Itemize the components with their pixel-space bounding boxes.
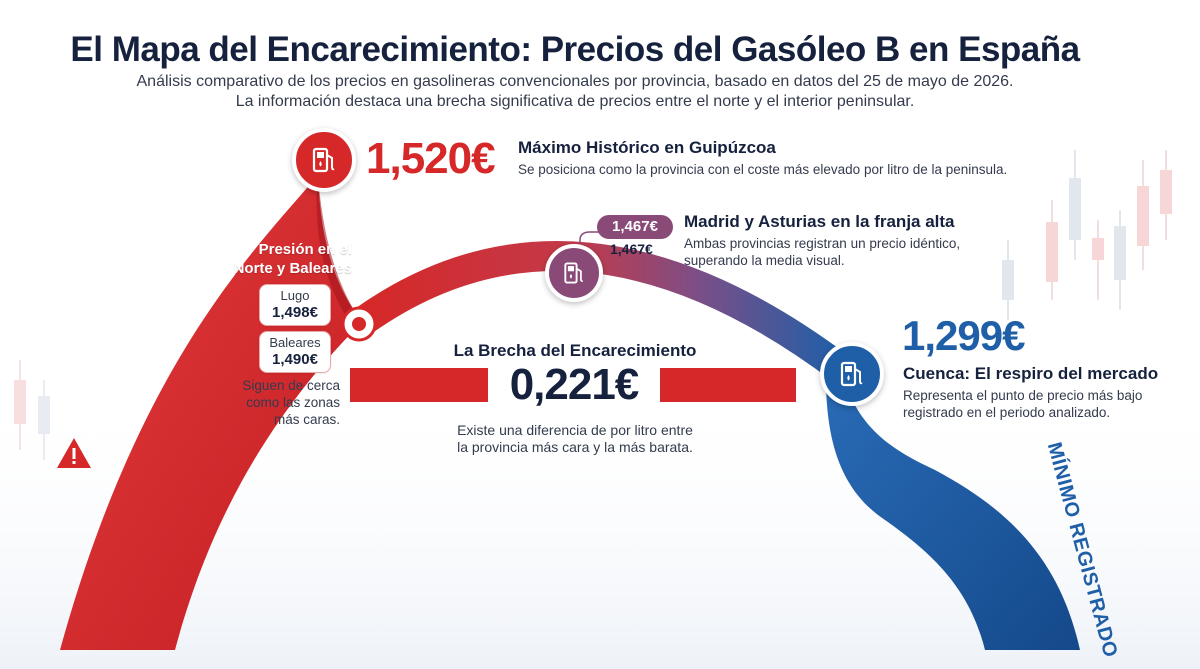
min-description-line-2: registrado en el periodo analizado. — [903, 405, 1111, 420]
min-description-line-1: Representa el punto de precio más bajo — [903, 388, 1143, 403]
mid-description-line-2: superando la media visual. — [684, 253, 845, 268]
max-headline: Máximo Histórico en Guipúzcoa — [518, 138, 776, 157]
north-heading: Presión en el Norte y Baleares — [212, 240, 352, 278]
baleares-name: Baleares — [269, 335, 321, 350]
gap-value: 0,221€ — [509, 360, 640, 409]
min-price: 1,299€ — [902, 312, 1025, 359]
min-description: Representa el punto de precio más bajo r… — [903, 387, 1142, 421]
max-fuel-pump-icon — [292, 128, 356, 192]
lugo-name: Lugo — [280, 288, 310, 303]
candlestick-decoration-left — [14, 360, 50, 460]
mid-description-line-1: Ambas provincias registran un precio idé… — [684, 236, 961, 251]
subtitle-line-2: La información destaca una brecha signif… — [235, 93, 915, 110]
north-heading-line-2: Norte y Baleares — [233, 260, 352, 277]
north-note-line-3: más caras. — [273, 412, 340, 427]
min-headline: Cuenca: El respiro del mercado — [903, 364, 1159, 383]
right-blue-band — [825, 368, 1080, 650]
warning-icon — [57, 438, 91, 468]
gap-bar-left — [350, 368, 488, 402]
north-note: Siguen de cerca como las zonas más caras… — [212, 377, 340, 428]
subtitle-line-1: Análisis comparativo de los precios en g… — [136, 73, 1014, 90]
mid-fuel-pump-icon — [545, 244, 603, 302]
fuel-pump-icon — [564, 262, 584, 284]
page-subtitle: Análisis comparativo de los precios en g… — [0, 72, 1150, 112]
lugo-pill: Lugo 1,498€ — [259, 284, 331, 326]
max-description: Se posiciona como la provincia con el co… — [518, 162, 1008, 177]
lugo-price: 1,498€ — [272, 304, 318, 321]
gap-bar-right — [660, 368, 796, 402]
max-price: 1,520€ — [366, 134, 496, 183]
north-note-line-1: Siguen de cerca — [242, 378, 340, 393]
page-title: El Mapa del Encarecimiento: Precios del … — [70, 30, 1080, 69]
baleares-price: 1,490€ — [272, 351, 318, 368]
fuel-pump-icon — [840, 361, 863, 387]
fuel-pump-icon — [312, 147, 335, 173]
mid-price-tag-2: 1,467€ — [610, 241, 653, 257]
min-fuel-pump-icon — [820, 342, 884, 406]
mid-description: Ambas provincias registran un precio idé… — [684, 235, 960, 269]
baleares-pill: Baleares 1,490€ — [259, 331, 331, 373]
gap-description-line-1: Existe una diferencia de por litro entre — [457, 422, 693, 438]
mid-price-tag: 1,467€ — [597, 215, 673, 239]
gap-heading: La Brecha del Encarecimiento — [453, 341, 697, 360]
candlestick-decoration-right — [1002, 150, 1172, 320]
north-heading-line-1: Presión en el — [258, 241, 352, 258]
gap-description-line-2: la provincia más cara y la más barata. — [457, 439, 693, 455]
north-note-line-2: como las zonas — [246, 395, 340, 410]
mid-headline: Madrid y Asturias en la franja alta — [684, 212, 955, 231]
gap-description: Existe una diferencia de por litro entre… — [425, 422, 725, 456]
